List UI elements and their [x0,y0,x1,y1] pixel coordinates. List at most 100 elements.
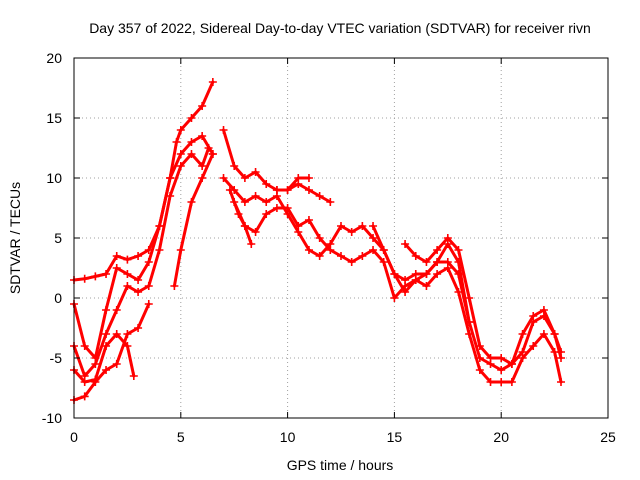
data-point [123,342,132,350]
data-point [262,210,271,218]
series-line [72,302,151,402]
data-series [70,78,566,404]
x-tick-label: 0 [70,429,78,445]
data-point [315,252,324,260]
data-point [176,126,185,134]
data-point [166,192,175,200]
series-arc-6 [170,150,217,290]
data-point [539,330,548,338]
data-point [497,354,506,362]
data-point [369,234,378,242]
data-point [102,342,111,350]
data-point [443,264,452,272]
data-point [475,342,484,350]
data-point [112,306,121,314]
axis-ticks: 0 5 10 15 20 25 -10 -5 0 5 10 15 20 [42,50,616,445]
series-arc-11 [230,198,256,248]
data-point [557,378,566,386]
data-point [247,240,256,248]
series-line [403,236,563,366]
data-point [507,360,516,368]
data-point [123,255,132,264]
data-point [155,222,164,230]
series-line [275,176,311,192]
data-point [176,162,185,170]
y-tick-label: 20 [46,50,62,66]
data-point [304,216,313,224]
data-point [326,246,335,254]
data-point [134,252,143,260]
data-point [208,78,217,86]
data-point [251,192,260,200]
y-tick-label: -10 [42,410,62,426]
data-point [112,252,121,260]
data-point [198,132,207,140]
data-point [337,222,345,230]
data-point [230,162,239,170]
data-point [240,174,249,182]
data-point [411,276,420,284]
data-point [91,272,100,281]
data-point [144,282,153,290]
data-point [240,198,249,206]
x-axis-label: GPS time / hours [287,457,394,473]
data-point [369,246,378,254]
data-point [443,234,452,242]
y-tick-label: 10 [46,170,62,186]
data-point [198,162,207,170]
data-point [219,126,228,134]
y-tick-label: 0 [54,290,62,306]
y-tick-label: 15 [46,110,62,126]
data-point [529,342,538,350]
data-point [102,366,111,374]
x-tick-label: 15 [387,429,403,445]
data-point [422,270,431,278]
data-point [272,192,281,200]
data-point [518,348,527,356]
data-point [112,360,121,368]
data-point [134,276,143,284]
data-point [465,294,474,302]
data-point [102,330,111,338]
data-point [262,180,271,188]
data-point [433,246,442,254]
y-axis-label: SDTVAR / TECUs [7,182,23,294]
data-point [230,198,239,206]
data-point [454,288,463,296]
data-point [123,282,132,290]
data-point [187,138,196,146]
data-point [465,330,474,338]
data-point [507,378,516,386]
data-point [102,270,111,278]
data-point [123,330,132,338]
x-tick-label: 10 [280,429,296,445]
data-point [198,102,207,110]
series-line [72,134,215,360]
series-arc-13 [401,234,566,368]
data-point [390,270,399,278]
data-point [337,252,345,260]
data-point [251,228,260,236]
data-point [80,274,89,283]
data-point [80,342,89,350]
data-point [497,366,506,374]
data-point [144,300,153,308]
data-point [358,222,367,230]
data-point [134,288,143,296]
data-point [304,246,313,254]
data-point [411,252,420,260]
data-point [283,204,292,212]
data-point [112,264,121,272]
data-point [80,392,89,401]
data-point [422,282,431,290]
data-point [123,270,132,278]
data-point [475,366,484,374]
data-point [401,288,410,296]
data-point [91,375,100,384]
data-point [294,174,303,182]
data-point [304,174,313,182]
data-point [518,330,527,338]
x-tick-label: 25 [600,429,616,445]
y-tick-label: -5 [50,350,63,366]
data-point [347,258,356,266]
